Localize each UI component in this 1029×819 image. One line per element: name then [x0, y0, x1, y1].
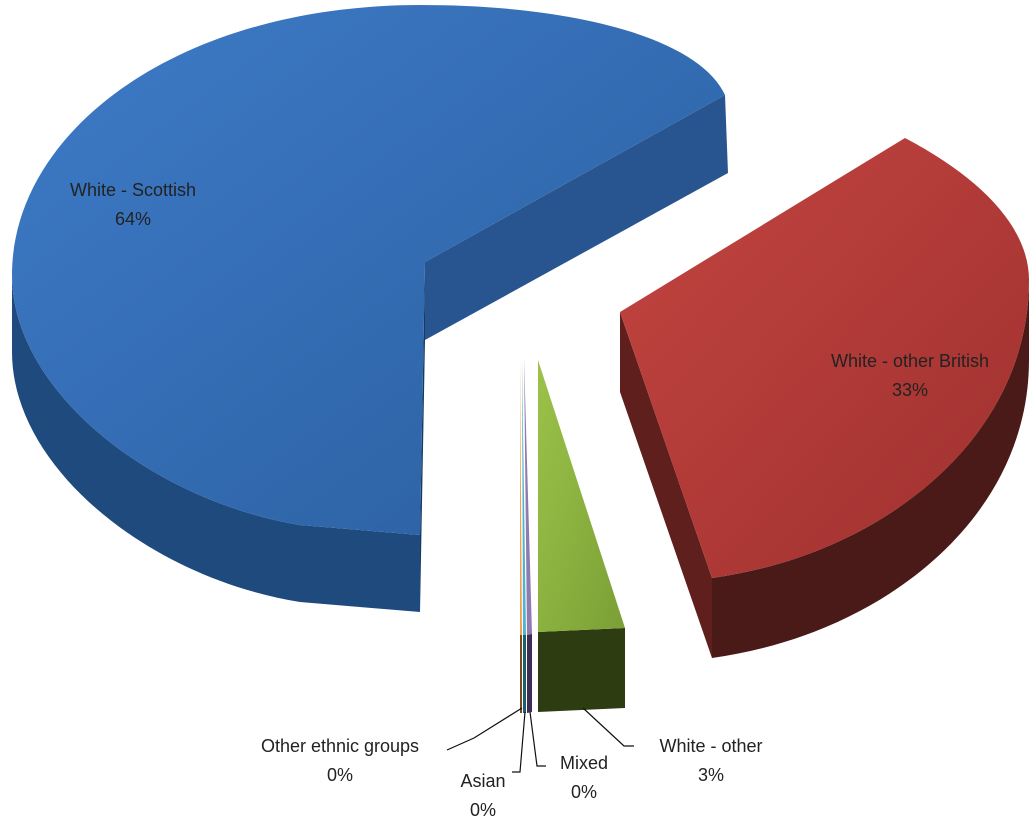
label-white-scottish-percent: 64%	[115, 209, 151, 229]
leader-line-asian	[512, 711, 526, 773]
label-other-ethnic-groups-percent: 0%	[327, 765, 353, 785]
label-other-ethnic-groups-name: Other ethnic groups	[261, 736, 419, 756]
slice-mixed-wall	[527, 634, 532, 713]
label-mixed-name: Mixed	[560, 753, 608, 773]
slice-white-other	[538, 360, 625, 712]
slice-white-scottish-cut-b	[420, 262, 425, 612]
slice-white-other-british-top	[620, 138, 1029, 578]
slice-white-scottish-wall	[12, 275, 420, 612]
slice-asian-top	[522, 358, 526, 635]
slice-mixed	[524, 358, 532, 713]
label-white-scottish: White - Scottish 64%	[70, 180, 196, 229]
label-mixed: Mixed 0%	[560, 753, 608, 802]
label-asian: Asian 0%	[460, 771, 505, 819]
label-other-ethnic-groups: Other ethnic groups 0%	[261, 736, 419, 785]
slice-white-other-british-cut	[620, 312, 712, 658]
slice-white-other-wall	[538, 628, 625, 712]
slice-white-other-british	[620, 138, 1029, 658]
leader-line-mixed	[529, 711, 546, 767]
label-asian-name: Asian	[460, 771, 505, 791]
slice-white-other-top	[538, 360, 625, 632]
leader-line-other-ethnic-groups	[446, 707, 523, 751]
label-white-other-british: White - other British 33%	[831, 351, 989, 400]
label-white-scottish-name: White - Scottish	[70, 180, 196, 200]
label-asian-percent: 0%	[470, 800, 496, 819]
slice-asian	[522, 358, 526, 713]
slice-other-ethnic-groups-top	[520, 358, 522, 635]
slice-other-ethnic-groups-wall	[520, 635, 522, 713]
label-white-other: White - other 3%	[659, 736, 762, 785]
label-white-other-british-name: White - other British	[831, 351, 989, 371]
label-white-other-percent: 3%	[698, 765, 724, 785]
slice-white-scottish-top	[12, 5, 725, 535]
slice-white-other-british-wall	[712, 280, 1029, 658]
slice-mixed-top	[524, 358, 532, 635]
slice-asian-wall	[523, 635, 526, 713]
leader-line-white-other	[582, 707, 634, 747]
label-white-other-british-percent: 33%	[892, 380, 928, 400]
slice-white-scottish	[12, 5, 728, 612]
label-white-other-name: White - other	[659, 736, 762, 756]
slice-white-scottish-cut-a	[425, 95, 728, 340]
slice-other-ethnic-groups	[520, 358, 522, 713]
label-mixed-percent: 0%	[571, 782, 597, 802]
